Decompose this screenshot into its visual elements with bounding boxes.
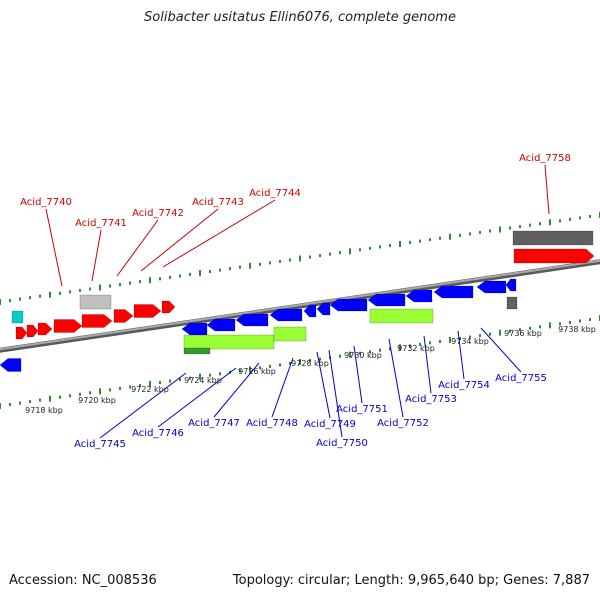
pseudo-gene — [79, 294, 112, 310]
kbp-tick-label: 9738 kbp — [558, 325, 596, 334]
minus-gene — [269, 308, 303, 322]
minus-gene — [329, 298, 368, 312]
minus-gene — [0, 358, 22, 372]
genome-title: Solibacter usitatus Ellin6076, complete … — [144, 10, 456, 25]
kbp-tick-label: 9718 kbp — [25, 406, 63, 415]
label-leaders — [45, 164, 550, 439]
plus-gene — [37, 322, 53, 336]
leader-line — [388, 338, 404, 418]
minus-gene-label: Acid_7749 — [304, 419, 356, 430]
plus-gene-label: Acid_7744 — [249, 188, 301, 199]
lime-gene — [273, 326, 307, 342]
gene-track — [0, 230, 595, 372]
minus-gene-label: Acid_7755 — [495, 373, 547, 384]
accession-text: Accession: NC_008536 — [9, 573, 157, 588]
leader-line — [271, 357, 294, 418]
minus-gene — [206, 318, 236, 332]
lime-gene — [183, 334, 275, 350]
minus-gene-label: Acid_7750 — [316, 438, 368, 449]
minus-gene-label: Acid_7747 — [188, 418, 240, 429]
kbp-tick-label: 9724 kbp — [184, 376, 222, 385]
lime-gene — [369, 308, 434, 324]
plus-gene — [26, 324, 39, 338]
minus-gene — [303, 304, 317, 318]
kbp-tick-label: 9730 kbp — [344, 351, 382, 360]
minus-gene — [181, 322, 208, 336]
leader-line — [328, 349, 343, 438]
genome-backbone — [0, 259, 600, 353]
kbp-tick-label: 9734 kbp — [451, 337, 489, 346]
plus-gene-label: Acid_7741 — [75, 218, 127, 229]
plus-gene — [81, 314, 113, 328]
leader-line — [99, 372, 187, 439]
genome-summary: Topology: circular; Length: 9,965,640 bp… — [232, 573, 590, 588]
minus-gene-label: Acid_7754 — [438, 380, 490, 391]
plus-gene-label: Acid_7740 — [20, 197, 72, 208]
rna-gene — [11, 310, 24, 324]
minus-gene — [367, 293, 406, 307]
leader-line — [116, 219, 159, 277]
minus-gene — [476, 280, 507, 294]
plus-gene — [161, 300, 176, 314]
leader-line — [480, 327, 522, 373]
minus-gene — [316, 302, 331, 316]
leader-line — [544, 164, 550, 215]
leader-line — [140, 208, 219, 272]
plus-gene — [113, 309, 134, 323]
plus-gene — [133, 304, 162, 318]
leader-line — [45, 208, 63, 287]
plus-gene-label: Acid_7743 — [192, 197, 244, 208]
kbp-tick-label: 9728 kbp — [291, 359, 329, 368]
dark-gene — [506, 296, 518, 310]
leader-line — [457, 330, 465, 380]
kbp-tick-label: 9722 kbp — [131, 385, 169, 394]
leader-line — [213, 362, 260, 418]
minus-gene-label: Acid_7752 — [377, 418, 429, 429]
minus-gene-label: Acid_7748 — [246, 418, 298, 429]
kbp-tick-label: 9720 kbp — [78, 396, 116, 405]
plus-gene — [53, 319, 83, 333]
plus-gene — [15, 326, 28, 340]
plus-gene — [513, 248, 595, 264]
minus-gene — [505, 278, 517, 292]
minus-gene-label: Acid_7753 — [405, 394, 457, 405]
dark-gene — [512, 230, 594, 246]
kbp-tick-label: 9732 kbp — [397, 344, 435, 353]
minus-gene — [433, 285, 474, 299]
minus-gene-label: Acid_7751 — [336, 404, 388, 415]
leader-line — [353, 345, 363, 404]
leader-line — [91, 229, 102, 282]
minus-gene-label: Acid_7746 — [132, 428, 184, 439]
leader-line — [162, 199, 276, 268]
tick-marks — [0, 212, 600, 409]
plus-gene-label: Acid_7758 — [519, 153, 571, 164]
plus-gene-label: Acid_7742 — [132, 208, 184, 219]
leader-line — [423, 335, 432, 394]
minus-gene — [405, 289, 433, 303]
leader-line — [157, 367, 237, 428]
kbp-tick-label: 9726 kbp — [238, 367, 276, 376]
minus-gene — [235, 313, 269, 327]
green-gene — [183, 347, 211, 355]
leader-line — [316, 351, 331, 419]
minus-gene-label: Acid_7745 — [74, 439, 126, 450]
kbp-scale: 9718 kbp 9720 kbp 9722 kbp 9724 kbp 9726 kbp… — [25, 325, 596, 415]
kbp-tick-label: 9736 kbp — [504, 329, 542, 338]
